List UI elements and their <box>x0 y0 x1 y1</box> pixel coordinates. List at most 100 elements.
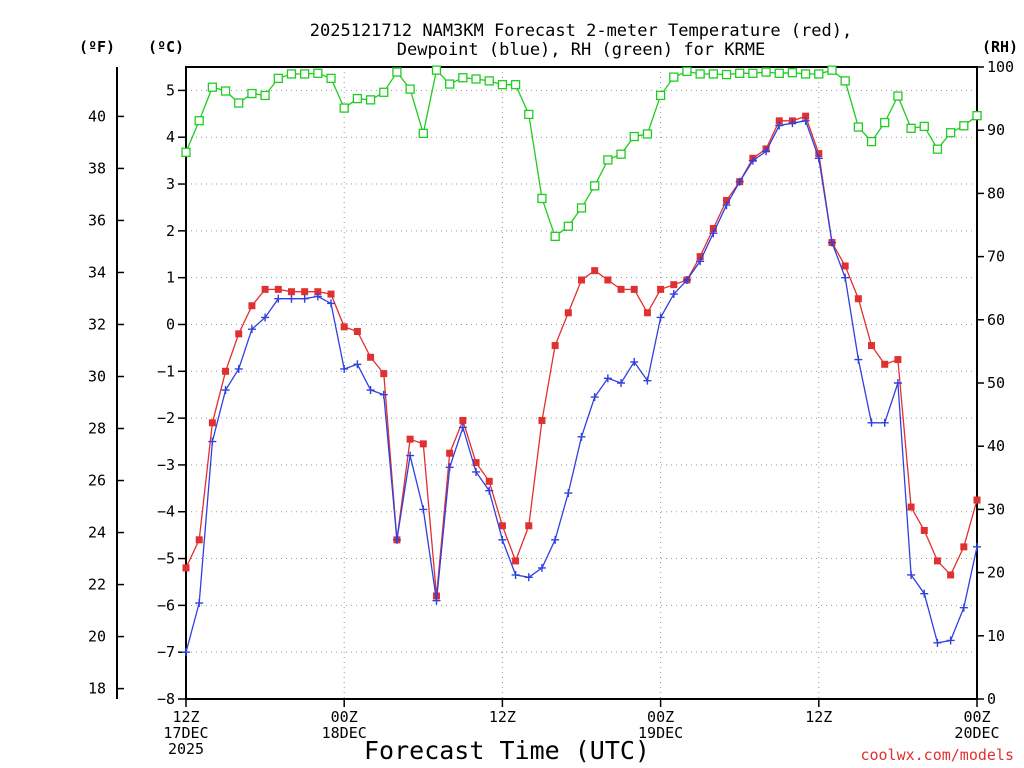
rh-point <box>669 72 679 82</box>
dewpoint-point <box>669 290 678 299</box>
data-series <box>181 65 982 657</box>
dewpoint-point <box>827 238 836 247</box>
dewpoint-point <box>946 636 955 645</box>
x-tick-label: 2025 <box>168 740 204 758</box>
rh-point <box>748 68 758 78</box>
rh-point <box>471 74 481 84</box>
dewpoint-point <box>814 154 823 163</box>
dewpoint-point <box>933 638 942 647</box>
dewpoint-point <box>340 364 349 373</box>
temperature-point <box>604 276 612 284</box>
temperature-point <box>222 367 230 375</box>
temperature-point <box>367 353 375 361</box>
celsius-tick-label: −1 <box>157 362 175 380</box>
x-tick-label: 17DEC <box>163 724 208 742</box>
dewpoint-point <box>682 276 691 285</box>
x-tick-label: 12Z <box>172 708 199 726</box>
rh-point <box>576 203 587 213</box>
temperature-point <box>235 330 243 338</box>
fahrenheit-tick-label: 40 <box>88 107 106 125</box>
rh-point <box>866 136 877 147</box>
rh-point <box>563 221 573 231</box>
dewpoint-point <box>775 121 784 130</box>
rh-point <box>655 90 666 101</box>
dewpoint-point <box>406 451 415 460</box>
temperature-point <box>353 328 361 336</box>
rh-point <box>418 128 428 139</box>
rh-point <box>814 69 824 79</box>
temperature-point <box>327 290 335 298</box>
fahrenheit-tick-label: 26 <box>88 472 106 490</box>
rh-point <box>405 84 415 94</box>
dewpoint-point <box>445 463 454 472</box>
temperature-point <box>841 262 849 270</box>
temperature-point <box>380 370 388 378</box>
dewpoint-point <box>537 563 546 572</box>
temperature-point <box>340 323 348 331</box>
dewpoint-point <box>208 437 217 446</box>
temperature-point <box>551 342 559 350</box>
rh-point <box>458 73 468 83</box>
temperature-point <box>287 288 295 296</box>
temperature-point <box>907 503 915 511</box>
rh-tick-label: 40 <box>987 437 1005 455</box>
fahrenheit-tick-label: 18 <box>88 680 106 698</box>
celsius-tick-label: −7 <box>157 643 175 661</box>
celsius-tick-label: 4 <box>166 128 175 146</box>
rh-point <box>893 91 903 101</box>
dewpoint-point <box>801 116 810 125</box>
rh-point <box>510 80 521 90</box>
dewpoint-point <box>959 603 968 612</box>
dewpoint-point <box>195 599 204 608</box>
rh-point <box>827 65 837 75</box>
dewpoint-point <box>854 355 863 364</box>
celsius-tick-label: 0 <box>166 315 175 333</box>
x-tick-label: 12Z <box>805 708 832 726</box>
x-axis-title: Forecast Time (UTC) <box>364 736 650 765</box>
dewpoint-point <box>419 505 428 514</box>
rh-point <box>695 69 705 79</box>
rh-point <box>365 95 376 105</box>
rh-point <box>194 116 204 126</box>
temperature-point <box>947 571 955 579</box>
temperature-point <box>815 150 823 158</box>
temperature-point <box>182 564 190 572</box>
celsius-tick-label: −6 <box>157 596 175 614</box>
rh-point <box>840 76 850 86</box>
celsius-tick-label: −4 <box>157 503 175 521</box>
rh-point <box>352 93 363 104</box>
rh-point <box>260 90 270 101</box>
celsius-tick-label: −8 <box>157 690 175 708</box>
rh-point <box>932 144 943 154</box>
dewpoint-point <box>485 486 494 495</box>
rh-point <box>761 67 771 77</box>
fahrenheit-tick-label: 36 <box>88 211 106 229</box>
dewpoint-point <box>577 432 586 441</box>
rh-point <box>800 69 811 79</box>
temperature-point <box>657 285 665 293</box>
rh-tick-label: 20 <box>987 564 1005 582</box>
fahrenheit-tick-label: 24 <box>88 524 106 542</box>
dewpoint-point <box>313 292 322 301</box>
temperature-point <box>314 288 322 296</box>
rh-point <box>945 128 956 138</box>
dewpoint-point <box>392 535 401 544</box>
dewpoint-point <box>327 299 336 308</box>
plot-frame <box>185 66 978 700</box>
celsius-tick-label: −5 <box>157 550 175 568</box>
chart-title-line1: 2025121712 NAM3KM Forecast 2-meter Tempe… <box>310 21 852 41</box>
temperature-point <box>630 285 638 293</box>
rh-point <box>286 69 297 79</box>
temperature-point <box>406 435 414 443</box>
dewpoint-point <box>696 257 705 266</box>
rh-point <box>339 103 349 113</box>
temperature-point <box>195 536 203 544</box>
rh-tick-label: 100 <box>987 58 1014 76</box>
fahrenheit-tick-label: 22 <box>88 576 106 594</box>
rh-point <box>181 147 191 157</box>
temperature-point <box>564 309 572 317</box>
dewpoint-point <box>498 535 507 544</box>
dewpoint-point <box>353 360 362 369</box>
temperature-point <box>485 477 493 485</box>
x-tick-label: 12Z <box>489 708 516 726</box>
